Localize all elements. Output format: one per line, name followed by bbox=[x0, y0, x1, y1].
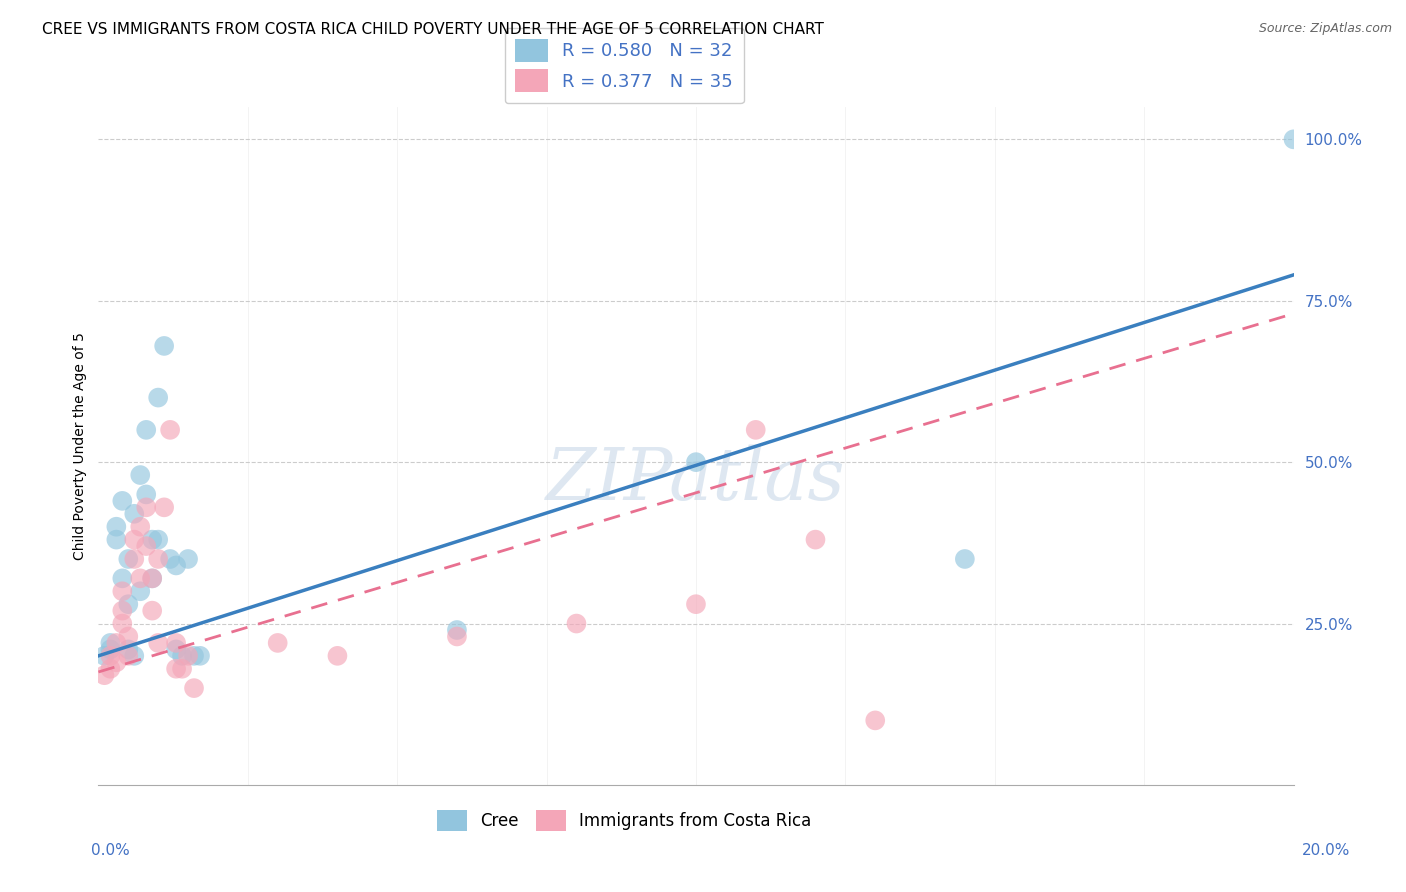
Point bbox=[165, 558, 187, 573]
Point bbox=[135, 539, 157, 553]
Point bbox=[183, 648, 205, 663]
Point bbox=[129, 571, 152, 585]
Point bbox=[148, 636, 170, 650]
Point bbox=[141, 604, 163, 618]
Point bbox=[165, 636, 187, 650]
Point bbox=[111, 616, 134, 631]
Point bbox=[105, 519, 128, 533]
Legend: Cree, Immigrants from Costa Rica: Cree, Immigrants from Costa Rica bbox=[430, 803, 818, 838]
Point bbox=[98, 636, 122, 650]
Point bbox=[141, 571, 163, 585]
Text: 20.0%: 20.0% bbox=[1302, 843, 1350, 858]
Point bbox=[117, 552, 139, 566]
Point bbox=[117, 630, 139, 644]
Point bbox=[685, 455, 707, 469]
Point bbox=[135, 487, 157, 501]
Point bbox=[117, 648, 139, 663]
Point bbox=[177, 648, 200, 663]
Point bbox=[565, 616, 588, 631]
Point bbox=[111, 604, 134, 618]
Point bbox=[129, 468, 152, 483]
Point bbox=[135, 500, 157, 515]
Point bbox=[177, 552, 200, 566]
Point bbox=[159, 552, 181, 566]
Point bbox=[105, 533, 128, 547]
Point bbox=[446, 623, 468, 637]
Text: CREE VS IMMIGRANTS FROM COSTA RICA CHILD POVERTY UNDER THE AGE OF 5 CORRELATION : CREE VS IMMIGRANTS FROM COSTA RICA CHILD… bbox=[42, 22, 824, 37]
Point bbox=[129, 519, 152, 533]
Point bbox=[188, 648, 211, 663]
Point bbox=[804, 533, 827, 547]
Point bbox=[98, 642, 122, 657]
Point bbox=[446, 630, 468, 644]
Point bbox=[124, 648, 146, 663]
Point bbox=[148, 391, 170, 405]
Point bbox=[111, 494, 134, 508]
Point bbox=[111, 584, 134, 599]
Point bbox=[98, 662, 122, 676]
Point bbox=[148, 552, 170, 566]
Point bbox=[141, 571, 163, 585]
Point bbox=[172, 648, 194, 663]
Point bbox=[165, 662, 187, 676]
Point bbox=[124, 507, 146, 521]
Point bbox=[148, 533, 170, 547]
Point bbox=[117, 642, 139, 657]
Y-axis label: Child Poverty Under the Age of 5: Child Poverty Under the Age of 5 bbox=[73, 332, 87, 560]
Point bbox=[1282, 132, 1305, 146]
Point bbox=[153, 500, 176, 515]
Point bbox=[267, 636, 290, 650]
Point bbox=[105, 655, 128, 669]
Point bbox=[105, 636, 128, 650]
Text: 0.0%: 0.0% bbox=[91, 843, 131, 858]
Point bbox=[685, 597, 707, 611]
Point bbox=[111, 571, 134, 585]
Point bbox=[183, 681, 205, 695]
Point bbox=[153, 339, 176, 353]
Point bbox=[129, 584, 152, 599]
Point bbox=[124, 533, 146, 547]
Point bbox=[98, 648, 122, 663]
Point bbox=[326, 648, 349, 663]
Point bbox=[93, 648, 115, 663]
Point bbox=[745, 423, 768, 437]
Point bbox=[159, 423, 181, 437]
Point bbox=[135, 423, 157, 437]
Point bbox=[953, 552, 976, 566]
Point bbox=[165, 642, 187, 657]
Text: ZIPatlas: ZIPatlas bbox=[546, 444, 846, 516]
Point bbox=[93, 668, 115, 682]
Point bbox=[117, 597, 139, 611]
Point bbox=[865, 714, 887, 728]
Text: Source: ZipAtlas.com: Source: ZipAtlas.com bbox=[1258, 22, 1392, 36]
Point bbox=[124, 552, 146, 566]
Point bbox=[172, 662, 194, 676]
Point bbox=[141, 533, 163, 547]
